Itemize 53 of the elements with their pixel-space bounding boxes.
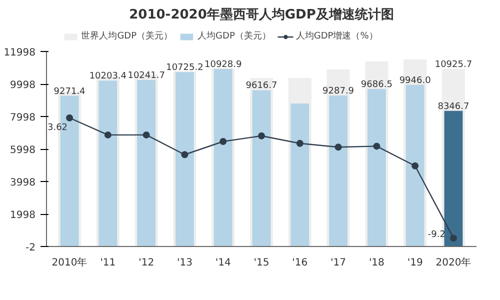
y-tick-label: 3998 <box>10 178 36 188</box>
y-tick-label: 1998 <box>10 210 36 221</box>
bar <box>290 103 310 246</box>
x-tick-label: '19 <box>407 258 423 268</box>
bar <box>367 89 386 246</box>
point <box>220 138 227 145</box>
x-tick-label: '18 <box>368 258 384 268</box>
chart-title: 2010-2020年墨西哥人均GDP及增速统计图 <box>129 6 394 22</box>
x-tick-label: '15 <box>254 258 270 268</box>
x-tick-label: '13 <box>176 258 192 268</box>
point <box>104 131 112 138</box>
point <box>66 114 74 122</box>
point <box>373 142 380 150</box>
y-tick-label: 9998 <box>10 80 36 91</box>
point <box>296 140 304 147</box>
data-label: 10725.2 <box>166 63 204 74</box>
x-tick-label: '12 <box>138 258 154 268</box>
bar <box>252 90 271 246</box>
bar <box>444 110 463 246</box>
data-label: 10925.7 <box>434 60 472 70</box>
bar <box>329 96 348 246</box>
legend-label: 人均GDP增速（%） <box>296 30 378 42</box>
data-label: 10928.9 <box>204 60 242 70</box>
data-label: 10241.7 <box>128 71 165 82</box>
data-label: 9271.4 <box>54 86 86 97</box>
data-label: 3.62 <box>47 122 68 133</box>
data-label: 9616.7 <box>246 81 278 92</box>
x-tick-label: '11 <box>100 258 116 268</box>
point <box>450 234 457 242</box>
bar <box>137 80 156 246</box>
data-label: 10203.4 <box>89 72 127 82</box>
bar <box>406 84 424 246</box>
data-label: 9946.0 <box>399 76 432 86</box>
y-tick-label: -2 <box>26 242 36 254</box>
data-label: 9287.9 <box>322 86 354 97</box>
y-tick-label: 11998 <box>4 48 36 58</box>
y-tick-label: 5998 <box>10 145 36 156</box>
point <box>142 131 150 138</box>
point <box>258 132 265 140</box>
x-tick-label: 2010年 <box>52 256 88 268</box>
x-tick-label: '17 <box>330 258 346 268</box>
x-tick-label: '14 <box>215 258 231 268</box>
data-label: 8346.7 <box>438 102 470 112</box>
y-tick-label: 7998 <box>10 112 36 124</box>
data-label: 9686.5 <box>360 80 392 90</box>
bar <box>98 80 118 246</box>
point <box>334 144 342 151</box>
point <box>181 151 188 158</box>
x-tick-label: '16 <box>292 258 308 268</box>
x-tick-label: 2020年 <box>436 256 472 268</box>
legend-label: 世界人均GDP（美元） <box>81 30 173 42</box>
point <box>412 162 419 170</box>
legend-label: 人均GDP（美元） <box>198 30 271 42</box>
